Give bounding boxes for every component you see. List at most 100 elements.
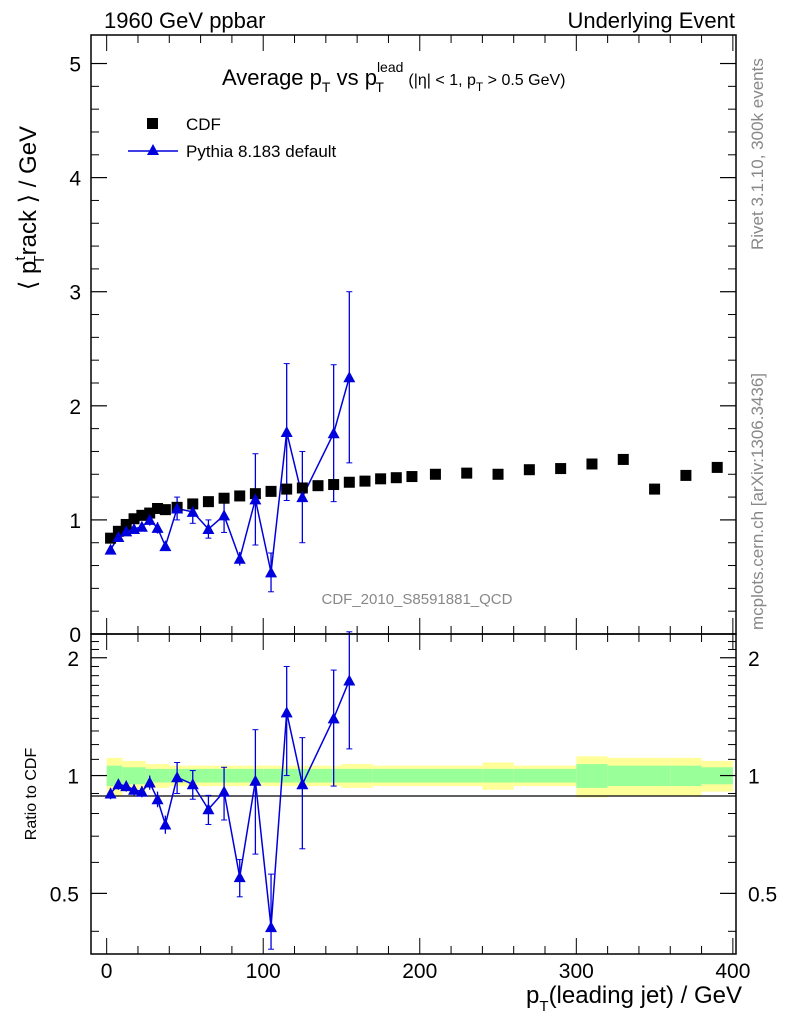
ratio-band-inner bbox=[372, 768, 483, 783]
x-axis-label: pT(leading jet) / GeV bbox=[526, 982, 742, 1015]
pythia-data-point bbox=[233, 552, 246, 564]
pythia-data-point bbox=[343, 371, 356, 383]
analysis-watermark: CDF_2010_S8591881_QCD bbox=[322, 591, 513, 608]
cdf-data-point bbox=[390, 472, 402, 484]
cdf-data-point bbox=[218, 492, 230, 504]
pythia-data-point bbox=[296, 491, 309, 503]
cdf-data-point bbox=[312, 480, 324, 492]
main-plot-axes: 0 1 2 3 4 5 bbox=[69, 35, 736, 647]
cdf-data-point bbox=[617, 453, 629, 465]
ratio-band-inner bbox=[482, 768, 514, 783]
x-tick-label: 200 bbox=[402, 960, 437, 983]
ratio-band-inner bbox=[701, 767, 733, 785]
ratio-data-point bbox=[343, 674, 356, 686]
ratio-data-point bbox=[171, 771, 184, 783]
ratio-y-tick-label: 1 bbox=[67, 766, 79, 789]
ratio-band-inner bbox=[122, 767, 146, 785]
cdf-data-point bbox=[159, 504, 171, 516]
legend-cdf-label: CDF bbox=[186, 115, 221, 134]
ratio-data-point bbox=[233, 871, 246, 883]
ratio-band-inner bbox=[513, 768, 577, 783]
legend-cdf-marker bbox=[147, 118, 158, 129]
cdf-data-point bbox=[375, 473, 387, 485]
ratio-data-point bbox=[280, 706, 293, 718]
ratio-band-inner bbox=[341, 768, 373, 783]
ratio-data-point bbox=[327, 712, 340, 724]
x-tick-label: 300 bbox=[559, 960, 594, 983]
cdf-data-point bbox=[105, 532, 117, 544]
cdf-data-point bbox=[406, 471, 418, 483]
mcplots-label: mcplots.cern.ch [arXiv:1306.3436] bbox=[748, 373, 767, 630]
cdf-data-point bbox=[296, 482, 308, 494]
main-y-tick-label: 3 bbox=[69, 282, 81, 305]
pythia-data-point bbox=[171, 502, 184, 514]
main-y-tick-label: 2 bbox=[69, 396, 81, 419]
ratio-data-point bbox=[120, 780, 133, 792]
ratio-band-inner bbox=[145, 768, 170, 783]
header-right: Underlying Event bbox=[567, 8, 735, 33]
cdf-data-point bbox=[128, 513, 140, 525]
ratio-data-point bbox=[202, 803, 215, 815]
pythia-data-point bbox=[280, 426, 293, 438]
pythia-data-point bbox=[104, 543, 117, 555]
cdf-data-point bbox=[202, 496, 214, 508]
ratio-data-point bbox=[296, 778, 309, 790]
pythia-data-point bbox=[202, 523, 215, 535]
x-tick-label: 0 bbox=[101, 960, 113, 983]
legend: CDF Pythia 8.183 default bbox=[128, 115, 337, 161]
cdf-data-point bbox=[136, 509, 148, 521]
cdf-data-point bbox=[429, 468, 441, 480]
ratio-y-tick-label: 0.5 bbox=[50, 883, 79, 906]
ratio-pythia-line bbox=[109, 680, 351, 928]
cdf-data-point bbox=[359, 475, 371, 487]
ratio-data-point bbox=[159, 818, 172, 830]
pythia-data-point bbox=[186, 505, 199, 517]
ratio-plot-panel: 0.5 0.5 1 1 2 2 0 100 200 300 400 Ratio to CDF pT(… bbox=[23, 631, 777, 1015]
ratio-band-inner bbox=[576, 764, 608, 788]
ratio-y-tick-label-right: 2 bbox=[748, 648, 760, 671]
ratio-data-point bbox=[218, 785, 231, 797]
ratio-band-inner bbox=[670, 765, 702, 787]
ratio-plot-marks bbox=[104, 631, 356, 950]
ratio-data-point bbox=[249, 774, 262, 786]
ratio-data-point bbox=[265, 921, 278, 933]
x-tick-label: 100 bbox=[246, 960, 281, 983]
cdf-data-point bbox=[649, 483, 661, 495]
cdf-data-point bbox=[187, 498, 199, 510]
cdf-data-point bbox=[461, 467, 473, 479]
cdf-data-point bbox=[555, 463, 567, 475]
main-plot-panel: 0 1 2 3 4 5 Average pT vs plead T (|η| < 1, pT… bbox=[12, 34, 737, 647]
x-tick-label: 400 bbox=[715, 960, 750, 983]
cdf-data-point bbox=[711, 461, 723, 473]
cdf-data-point bbox=[152, 502, 164, 514]
cdf-data-point bbox=[120, 518, 132, 530]
pythia-data-point bbox=[151, 521, 164, 533]
ratio-y-tick-label: 2 bbox=[67, 648, 79, 671]
pythia-data-point bbox=[249, 493, 262, 505]
ratio-plot-axes: 0.5 0.5 1 1 2 2 0 100 200 300 400 bbox=[50, 634, 777, 983]
main-plot-title: Average pT vs plead T (|η| < 1, pT > 0.5 … bbox=[222, 59, 565, 95]
main-y-tick-label: 4 bbox=[69, 168, 81, 191]
pythia-data-point bbox=[143, 513, 156, 525]
ratio-band-inner bbox=[607, 765, 671, 787]
cdf-data-point bbox=[144, 507, 156, 519]
ratio-data-point bbox=[151, 793, 164, 805]
main-plot-marks bbox=[104, 291, 723, 593]
main-y-tick-label: 5 bbox=[69, 54, 81, 77]
pythia-series-line bbox=[109, 377, 351, 573]
main-y-tick-label: 0 bbox=[69, 624, 81, 647]
cdf-data-point bbox=[281, 483, 293, 495]
ratio-uncertainty-bands bbox=[106, 756, 733, 798]
pythia-data-point bbox=[218, 509, 231, 521]
cdf-data-point bbox=[234, 490, 246, 502]
ratio-data-point bbox=[143, 776, 156, 788]
ratio-data-point bbox=[128, 783, 141, 795]
pythia-data-point bbox=[159, 540, 172, 552]
cdf-data-point bbox=[328, 479, 340, 491]
header-left: 1960 GeV ppbar bbox=[104, 8, 265, 33]
cdf-data-point bbox=[265, 485, 277, 497]
ratio-data-point bbox=[186, 778, 199, 790]
pythia-data-point bbox=[112, 531, 125, 543]
rivet-label: Rivet 3.1.10, 300k events bbox=[748, 58, 767, 250]
